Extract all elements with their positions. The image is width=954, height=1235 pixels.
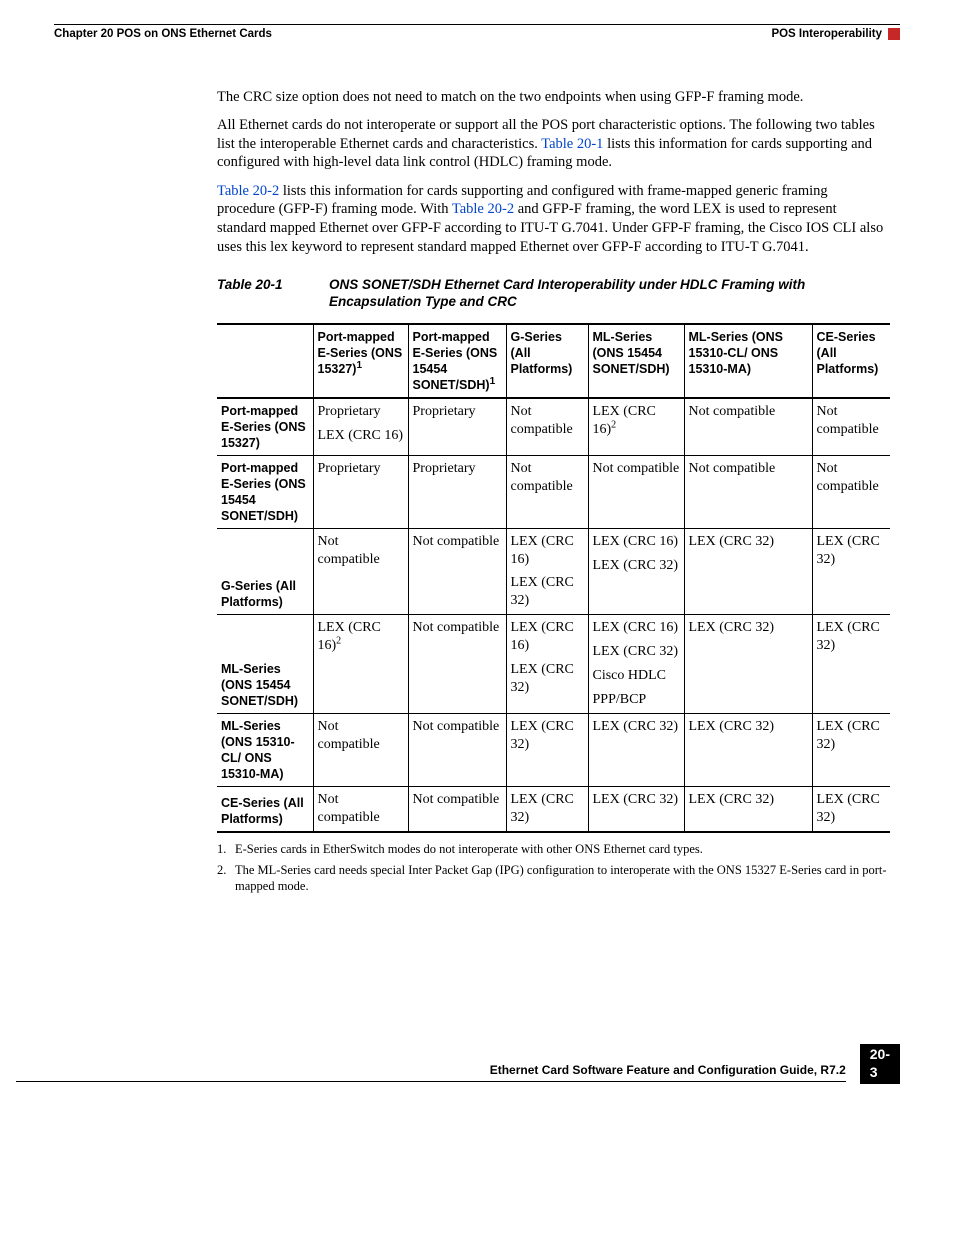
footer-title: Ethernet Card Software Feature and Confi…: [16, 1063, 846, 1078]
table-cell: Not compatible: [812, 455, 890, 528]
table-cell: LEX (CRC 16)LEX (CRC 32): [506, 615, 588, 714]
table-cell: Not compatible: [313, 528, 408, 615]
page-number-badge: 20-3: [860, 1044, 900, 1084]
table-title: ONS SONET/SDH Ethernet Card Interoperabi…: [329, 276, 888, 311]
table-body: Port-mapped E-Series (ONS 15327)Propriet…: [217, 398, 890, 832]
table-cell: Proprietary: [313, 455, 408, 528]
table-caption: Table 20-1 ONS SONET/SDH Ethernet Card I…: [217, 276, 888, 311]
column-header: CE-Series (All Platforms): [812, 324, 890, 398]
column-header: ML-Series (ONS 15310-CL/ ONS 15310-MA): [684, 324, 812, 398]
table-row: ML-Series (ONS 15454 SONET/SDH)LEX (CRC …: [217, 615, 890, 714]
row-header: CE-Series (All Platforms): [217, 786, 313, 831]
table-row: G-Series (All Platforms)Not compatibleNo…: [217, 528, 890, 615]
table-cell: Not compatible: [684, 455, 812, 528]
table-cell: LEX (CRC 32): [684, 528, 812, 615]
table-cell: Not compatible: [684, 398, 812, 456]
row-header: ML-Series (ONS 15310-CL/ ONS 15310-MA): [217, 713, 313, 786]
paragraph-1: The CRC size option does not need to mat…: [217, 88, 888, 107]
link-table-20-2-b[interactable]: Table 20-2: [452, 201, 514, 217]
chapter-breadcrumb: Chapter 20 POS on ONS Ethernet Cards: [54, 27, 272, 42]
footnote-1-text: E-Series cards in EtherSwitch modes do n…: [235, 841, 703, 857]
table-cell: LEX (CRC 32): [506, 713, 588, 786]
table-cell: LEX (CRC 32): [506, 786, 588, 831]
link-table-20-2-a[interactable]: Table 20-2: [217, 183, 279, 199]
link-table-20-1[interactable]: Table 20-1: [541, 136, 603, 152]
table-number: Table 20-1: [217, 276, 329, 311]
table-row: Port-mapped E-Series (ONS 15454 SONET/SD…: [217, 455, 890, 528]
table-cell: Not compatible: [408, 713, 506, 786]
table-cell: Not compatible: [588, 455, 684, 528]
table-cell: LEX (CRC 32): [812, 713, 890, 786]
table-row: Port-mapped E-Series (ONS 15327)Propriet…: [217, 398, 890, 456]
row-header: Port-mapped E-Series (ONS 15454 SONET/SD…: [217, 455, 313, 528]
table-cell: LEX (CRC 32): [684, 713, 812, 786]
table-cell: LEX (CRC 32): [684, 615, 812, 714]
table-cell: LEX (CRC 16)LEX (CRC 32)Cisco HDLCPPP/BC…: [588, 615, 684, 714]
header-rule: [54, 24, 900, 25]
table-cell: LEX (CRC 32): [812, 528, 890, 615]
table-cell: Not compatible: [313, 786, 408, 831]
footer-rule: [16, 1081, 846, 1082]
table-cell: Not compatible: [506, 398, 588, 456]
table-cell: LEX (CRC 16)LEX (CRC 32): [588, 528, 684, 615]
table-cell: LEX (CRC 32): [684, 786, 812, 831]
row-header: Port-mapped E-Series (ONS 15327): [217, 398, 313, 456]
table-cell: LEX (CRC 16)2: [313, 615, 408, 714]
table-cell: Not compatible: [408, 786, 506, 831]
table-cell: Not compatible: [408, 615, 506, 714]
column-header: G-Series (All Platforms): [506, 324, 588, 398]
table-cell: LEX (CRC 32): [812, 615, 890, 714]
table-cell: LEX (CRC 32): [812, 786, 890, 831]
table-cell: Not compatible: [408, 528, 506, 615]
column-header: Port-mapped E-Series (ONS 15327)1: [313, 324, 408, 398]
table-cell: Proprietary: [408, 455, 506, 528]
table-cell: LEX (CRC 16)2: [588, 398, 684, 456]
table-cell: LEX (CRC 16)LEX (CRC 32): [506, 528, 588, 615]
row-header: G-Series (All Platforms): [217, 528, 313, 615]
page-footer: Ethernet Card Software Feature and Confi…: [54, 1044, 900, 1082]
table-cell: ProprietaryLEX (CRC 16): [313, 398, 408, 456]
table-row: ML-Series (ONS 15310-CL/ ONS 15310-MA)No…: [217, 713, 890, 786]
section-breadcrumb: POS Interoperability: [771, 27, 882, 42]
footnote-2: 2. The ML-Series card needs special Inte…: [217, 862, 888, 894]
table-cell: LEX (CRC 32): [588, 786, 684, 831]
paragraph-2: All Ethernet cards do not interoperate o…: [217, 116, 888, 172]
table-row: CE-Series (All Platforms)Not compatibleN…: [217, 786, 890, 831]
footnote-2-text: The ML-Series card needs special Inter P…: [235, 862, 888, 894]
footnotes: 1. E-Series cards in EtherSwitch modes d…: [217, 841, 888, 894]
table-cell: Not compatible: [812, 398, 890, 456]
interop-table: Port-mapped E-Series (ONS 15327)1Port-ma…: [217, 323, 890, 833]
column-header: Port-mapped E-Series (ONS 15454 SONET/SD…: [408, 324, 506, 398]
section-marker-icon: [888, 28, 900, 40]
row-header: ML-Series (ONS 15454 SONET/SDH): [217, 615, 313, 714]
page-content: The CRC size option does not need to mat…: [217, 88, 888, 894]
paragraph-3: Table 20-2 lists this information for ca…: [217, 182, 888, 256]
table-header: Port-mapped E-Series (ONS 15327)1Port-ma…: [217, 324, 890, 398]
page-header: Chapter 20 POS on ONS Ethernet Cards POS…: [54, 27, 900, 42]
footnote-2-num: 2.: [217, 862, 235, 894]
table-cell: Not compatible: [506, 455, 588, 528]
footnote-1-num: 1.: [217, 841, 235, 857]
footnote-1: 1. E-Series cards in EtherSwitch modes d…: [217, 841, 888, 857]
table-cell: Not compatible: [313, 713, 408, 786]
column-header: ML-Series (ONS 15454 SONET/SDH): [588, 324, 684, 398]
column-header: [217, 324, 313, 398]
table-cell: Proprietary: [408, 398, 506, 456]
table-cell: LEX (CRC 32): [588, 713, 684, 786]
